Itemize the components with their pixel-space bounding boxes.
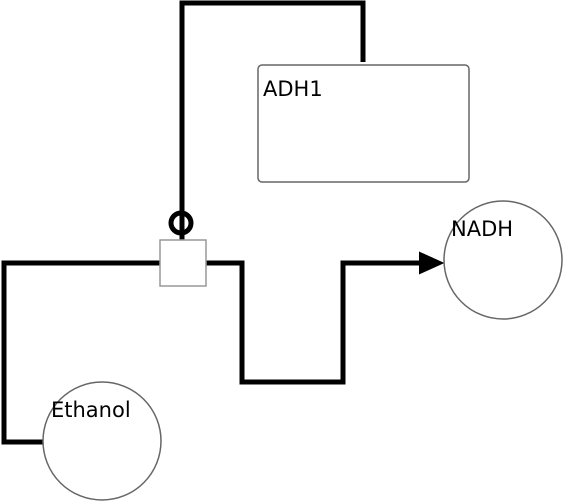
- enzyme-node-box: [257, 64, 470, 183]
- enzyme-node-adh1[interactable]: ADH1: [257, 64, 470, 183]
- catalysis-edge[interactable]: [168, 0, 366, 240]
- substrate-node-circle: [42, 381, 162, 501]
- arrowhead-icon: [419, 251, 445, 275]
- catalysis-line[interactable]: [179, 0, 366, 212]
- production-line[interactable]: [206, 260, 425, 385]
- process-node[interactable]: [159, 239, 207, 287]
- product-node-circle: [443, 200, 563, 320]
- enzyme-node-label: ADH1: [263, 77, 323, 101]
- substrate-node-label: Ethanol: [51, 398, 131, 422]
- production-edge[interactable]: [206, 251, 445, 385]
- consumption-edge[interactable]: [1, 260, 160, 445]
- substrate-node-ethanol[interactable]: Ethanol: [42, 381, 162, 501]
- product-node-nadh[interactable]: NADH: [443, 200, 563, 320]
- product-node-label: NADH: [451, 217, 513, 241]
